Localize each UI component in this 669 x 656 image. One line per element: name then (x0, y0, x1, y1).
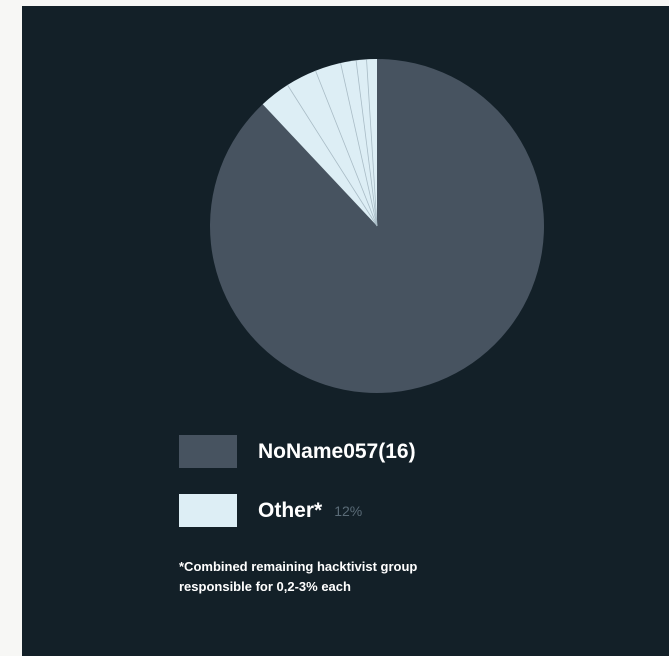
legend-label-other: Other* (258, 498, 323, 522)
other-subdivider-4 (355, 60, 378, 227)
legend-item-other: Other* 12% (179, 494, 362, 527)
pie-chart (210, 59, 544, 394)
legend-swatch-noname (179, 435, 237, 468)
legend-swatch-other (179, 494, 237, 527)
other-subdivider-3 (340, 62, 378, 227)
other-subdivider-5 (366, 59, 378, 227)
footnote: *Combined remaining hacktivist group res… (179, 559, 418, 594)
pie-slice-other (262, 59, 377, 226)
legend-label-noname: NoName057(16) (258, 439, 416, 463)
pie-slice-noname (210, 59, 544, 394)
chart-panel: NoName057(16) Other* 12% *Combined remai… (22, 6, 669, 656)
other-subdivider-1 (287, 84, 378, 227)
other-subdivider-2 (315, 70, 378, 227)
legend-value-other: 12% (334, 502, 363, 519)
legend-item-noname: NoName057(16) (179, 435, 416, 468)
